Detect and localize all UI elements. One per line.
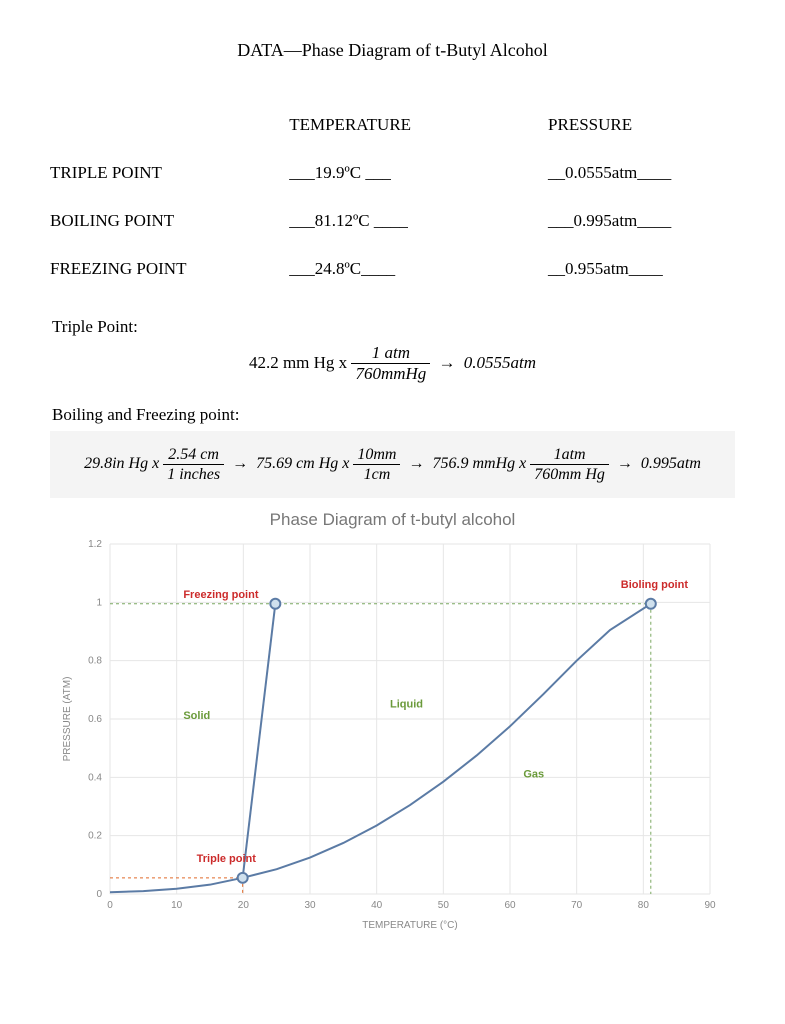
svg-text:0.2: 0.2 bbox=[88, 831, 102, 842]
svg-text:Gas: Gas bbox=[523, 768, 544, 780]
svg-text:40: 40 bbox=[371, 900, 383, 911]
phase-diagram-chart: 0 10 20 30 40 50 60 70 80 90 0 0.2 0.4 0.6 0.8 1 1.2 TEMP… bbox=[50, 534, 735, 934]
calc-seg: 756.9 mmHg x bbox=[432, 455, 526, 473]
row-label: TRIPLE POINT bbox=[50, 149, 229, 197]
row-press: __0.955atm____ bbox=[468, 245, 735, 293]
svg-text:Triple point: Triple point bbox=[197, 853, 257, 865]
fraction-den: 760mm Hg bbox=[530, 465, 609, 484]
svg-text:1.2: 1.2 bbox=[88, 539, 102, 550]
svg-text:60: 60 bbox=[504, 900, 516, 911]
boiling-freezing-heading: Boiling and Freezing point: bbox=[52, 405, 735, 425]
svg-text:TEMPERATURE (°C): TEMPERATURE (°C) bbox=[362, 920, 457, 931]
boiling-freezing-calc: 29.8in Hg x 2.54 cm 1 inches → 75.69 cm … bbox=[50, 431, 735, 498]
svg-text:Solid: Solid bbox=[183, 710, 210, 722]
fraction: 1atm 760mm Hg bbox=[530, 445, 609, 484]
svg-text:Liquid: Liquid bbox=[390, 698, 423, 710]
calc-seg: 75.69 cm Hg x bbox=[256, 455, 349, 473]
fraction: 1 atm 760mmHg bbox=[351, 343, 430, 385]
row-press: __0.0555atm____ bbox=[468, 149, 735, 197]
svg-text:10: 10 bbox=[171, 900, 183, 911]
svg-text:Bioling point: Bioling point bbox=[621, 579, 689, 591]
arrow-icon: → bbox=[228, 455, 252, 473]
fraction-den: 760mmHg bbox=[351, 364, 430, 384]
row-label: FREEZING POINT bbox=[50, 245, 229, 293]
arrow-icon: → bbox=[435, 353, 460, 372]
fraction-num: 1atm bbox=[530, 445, 609, 465]
table-row: FREEZING POINT ___24.8ºC____ __0.955atm_… bbox=[50, 245, 735, 293]
fraction-num: 10mm bbox=[353, 445, 400, 465]
svg-text:0: 0 bbox=[96, 889, 102, 900]
svg-text:50: 50 bbox=[438, 900, 450, 911]
arrow-icon: → bbox=[613, 455, 637, 473]
row-temp: ___24.8ºC____ bbox=[229, 245, 468, 293]
fraction-den: 1cm bbox=[353, 465, 400, 484]
triple-point-heading: Triple Point: bbox=[52, 317, 735, 337]
svg-text:90: 90 bbox=[704, 900, 716, 911]
col-temperature: TEMPERATURE bbox=[229, 101, 468, 149]
calc-result: 0.0555atm bbox=[464, 353, 536, 372]
fraction: 2.54 cm 1 inches bbox=[163, 445, 224, 484]
svg-text:0.4: 0.4 bbox=[88, 772, 102, 783]
triple-point-calc: 42.2 mm Hg x 1 atm 760mmHg → 0.0555atm bbox=[50, 343, 735, 385]
col-blank bbox=[50, 101, 229, 149]
svg-text:Freezing point: Freezing point bbox=[183, 589, 258, 601]
svg-text:80: 80 bbox=[638, 900, 650, 911]
table-row: BOILING POINT ___81.12ºC ____ ___0.995at… bbox=[50, 197, 735, 245]
arrow-icon: → bbox=[404, 455, 428, 473]
svg-text:1: 1 bbox=[96, 597, 102, 608]
fraction-den: 1 inches bbox=[163, 465, 224, 484]
col-pressure: PRESSURE bbox=[468, 101, 735, 149]
fraction-num: 2.54 cm bbox=[163, 445, 224, 465]
calc-result: 0.995atm bbox=[641, 455, 701, 473]
calc-lhs: 42.2 mm Hg x bbox=[249, 353, 347, 372]
row-temp: ___81.12ºC ____ bbox=[229, 197, 468, 245]
data-table: TEMPERATURE PRESSURE TRIPLE POINT ___19.… bbox=[50, 101, 735, 293]
table-row: TRIPLE POINT ___19.9ºC ___ __0.0555atm__… bbox=[50, 149, 735, 197]
row-press: ___0.995atm____ bbox=[468, 197, 735, 245]
row-temp: ___19.9ºC ___ bbox=[229, 149, 468, 197]
svg-text:0: 0 bbox=[107, 900, 113, 911]
fraction-num: 1 atm bbox=[351, 343, 430, 364]
svg-text:70: 70 bbox=[571, 900, 583, 911]
svg-text:20: 20 bbox=[238, 900, 250, 911]
page-title: DATA—Phase Diagram of t-Butyl Alcohol bbox=[50, 40, 735, 61]
fraction: 10mm 1cm bbox=[353, 445, 400, 484]
chart-title: Phase Diagram of t-butyl alcohol bbox=[50, 510, 735, 530]
svg-text:30: 30 bbox=[304, 900, 316, 911]
calc-seg: 29.8in Hg x bbox=[84, 455, 159, 473]
svg-text:PRESSURE (ATM): PRESSURE (ATM) bbox=[62, 677, 73, 762]
table-header-row: TEMPERATURE PRESSURE bbox=[50, 101, 735, 149]
svg-text:0.8: 0.8 bbox=[88, 656, 102, 667]
chart-svg: 0 10 20 30 40 50 60 70 80 90 0 0.2 0.4 0.6 0.8 1 1.2 TEMP… bbox=[50, 534, 730, 934]
svg-text:0.6: 0.6 bbox=[88, 714, 102, 725]
row-label: BOILING POINT bbox=[50, 197, 229, 245]
